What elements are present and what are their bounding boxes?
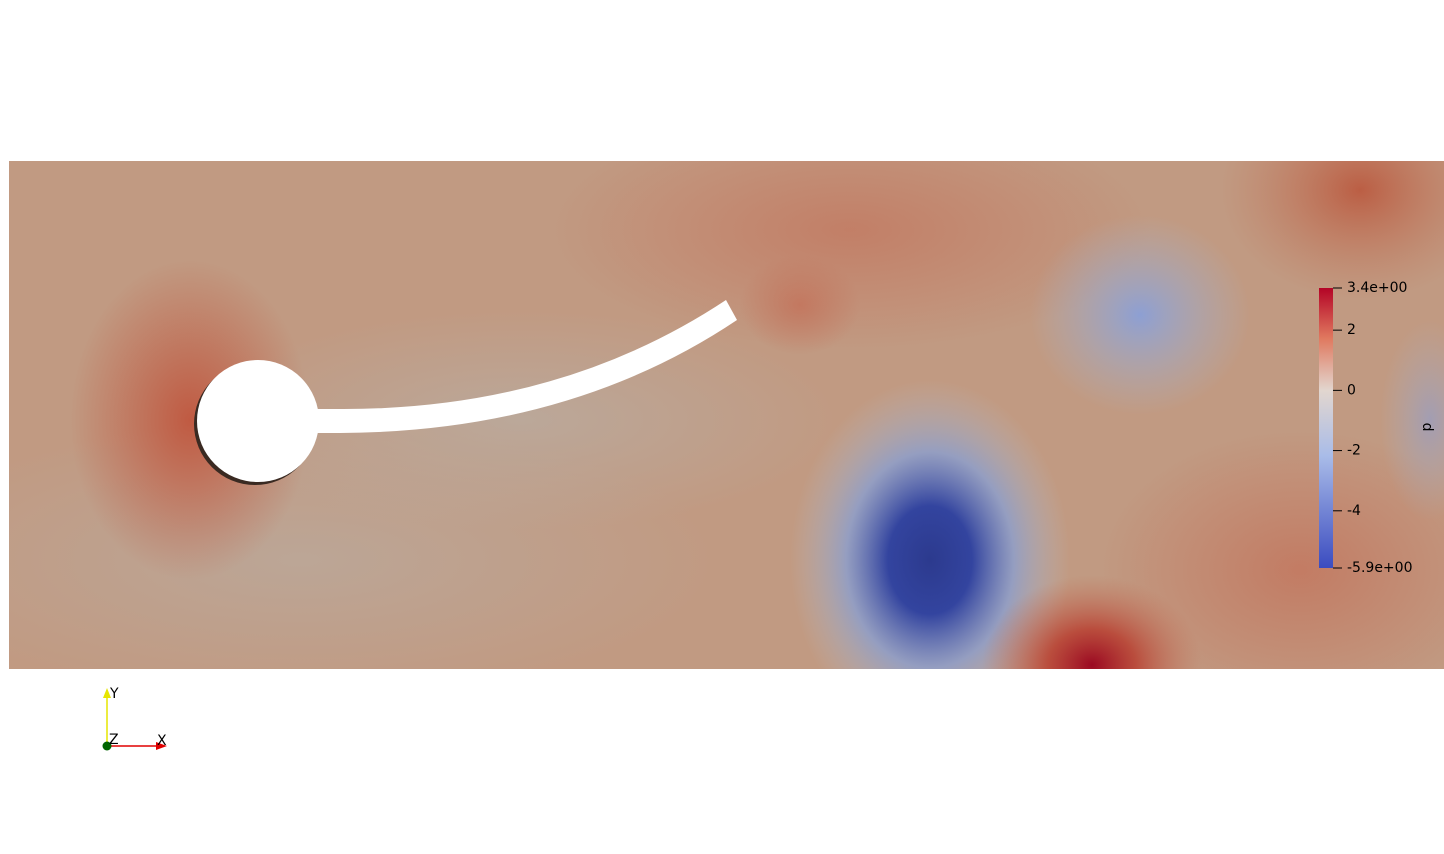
y-label: Y bbox=[109, 686, 119, 702]
cylinder bbox=[197, 360, 319, 482]
x-arrow bbox=[156, 742, 167, 750]
z-label: Z bbox=[109, 732, 119, 748]
x-label: X bbox=[157, 733, 167, 749]
tick-label: -5.9e+00 bbox=[1347, 560, 1412, 576]
color-bar bbox=[1319, 288, 1333, 568]
flag bbox=[310, 300, 737, 433]
tick-label: 3.4e+00 bbox=[1347, 280, 1407, 296]
z-axis bbox=[102, 741, 112, 751]
color-legend: p 3.4e+00 2 0 -2 -4 -5.9e+00 bbox=[1319, 280, 1435, 576]
tick-label: 0 bbox=[1347, 382, 1356, 398]
tick-label: 2 bbox=[1347, 322, 1356, 338]
y-arrow bbox=[103, 688, 111, 698]
pressure-field bbox=[9, 161, 1444, 669]
axes-triad: Y Z X bbox=[102, 686, 167, 751]
tick-label: -2 bbox=[1347, 443, 1361, 459]
legend-title: p bbox=[1419, 422, 1435, 431]
tick-label: -4 bbox=[1347, 503, 1361, 519]
